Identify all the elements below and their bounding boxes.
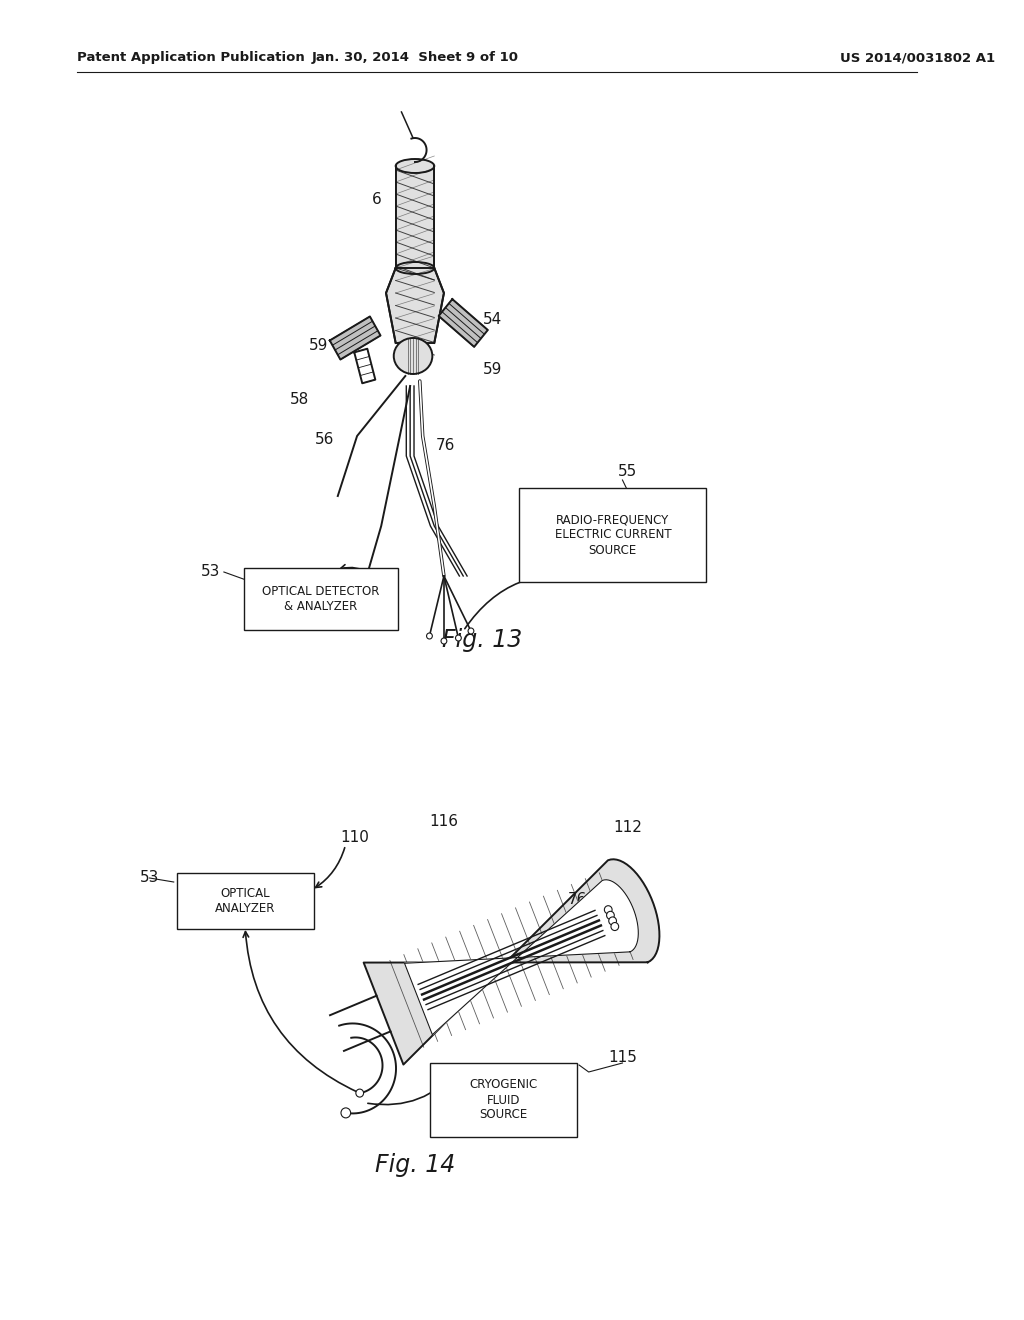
Polygon shape	[438, 300, 487, 347]
Circle shape	[427, 634, 432, 639]
Circle shape	[604, 906, 612, 913]
Text: 6: 6	[372, 193, 381, 207]
Polygon shape	[404, 879, 638, 1035]
Text: OPTICAL DETECTOR
& ANALYZER: OPTICAL DETECTOR & ANALYZER	[262, 585, 380, 612]
Circle shape	[611, 923, 618, 931]
FancyBboxPatch shape	[519, 488, 707, 582]
Text: 53: 53	[140, 870, 160, 886]
Text: 56: 56	[314, 433, 334, 447]
Text: 55: 55	[617, 465, 637, 479]
Circle shape	[608, 917, 616, 925]
Text: RADIO-FREQUENCY
ELECTRIC CURRENT
SOURCE: RADIO-FREQUENCY ELECTRIC CURRENT SOURCE	[555, 513, 671, 557]
Text: 59: 59	[309, 338, 328, 352]
Text: 115: 115	[608, 1051, 637, 1065]
Text: 110: 110	[341, 830, 370, 846]
Text: 53: 53	[201, 565, 220, 579]
Text: US 2014/0031802 A1: US 2014/0031802 A1	[840, 51, 994, 65]
Text: Jan. 30, 2014  Sheet 9 of 10: Jan. 30, 2014 Sheet 9 of 10	[311, 51, 518, 65]
Text: Fig. 13: Fig. 13	[442, 628, 522, 652]
FancyBboxPatch shape	[430, 1063, 578, 1137]
Circle shape	[341, 1107, 350, 1118]
Text: 59: 59	[482, 363, 502, 378]
Text: 114: 114	[418, 993, 446, 1007]
Polygon shape	[330, 317, 381, 359]
Text: 76: 76	[567, 892, 587, 908]
Text: OPTICAL
ANALYZER: OPTICAL ANALYZER	[215, 887, 275, 915]
Circle shape	[441, 638, 446, 644]
Ellipse shape	[395, 158, 434, 173]
FancyBboxPatch shape	[244, 568, 397, 630]
FancyBboxPatch shape	[176, 873, 313, 929]
Text: 54: 54	[482, 313, 502, 327]
Polygon shape	[386, 268, 444, 343]
Text: 116: 116	[429, 814, 459, 829]
Text: Patent Application Publication: Patent Application Publication	[77, 51, 305, 65]
Text: 76: 76	[436, 437, 456, 453]
Circle shape	[606, 911, 614, 919]
Polygon shape	[364, 859, 659, 1064]
Text: Fig. 14: Fig. 14	[375, 1152, 455, 1177]
Text: 58: 58	[290, 392, 309, 408]
Ellipse shape	[394, 338, 432, 374]
Circle shape	[468, 628, 474, 634]
Circle shape	[456, 635, 461, 642]
Polygon shape	[354, 348, 376, 383]
FancyBboxPatch shape	[395, 166, 434, 268]
Text: CRYOGENIC
FLUID
SOURCE: CRYOGENIC FLUID SOURCE	[470, 1078, 538, 1122]
Ellipse shape	[395, 261, 434, 275]
Text: 112: 112	[612, 821, 642, 836]
Circle shape	[356, 1089, 364, 1097]
